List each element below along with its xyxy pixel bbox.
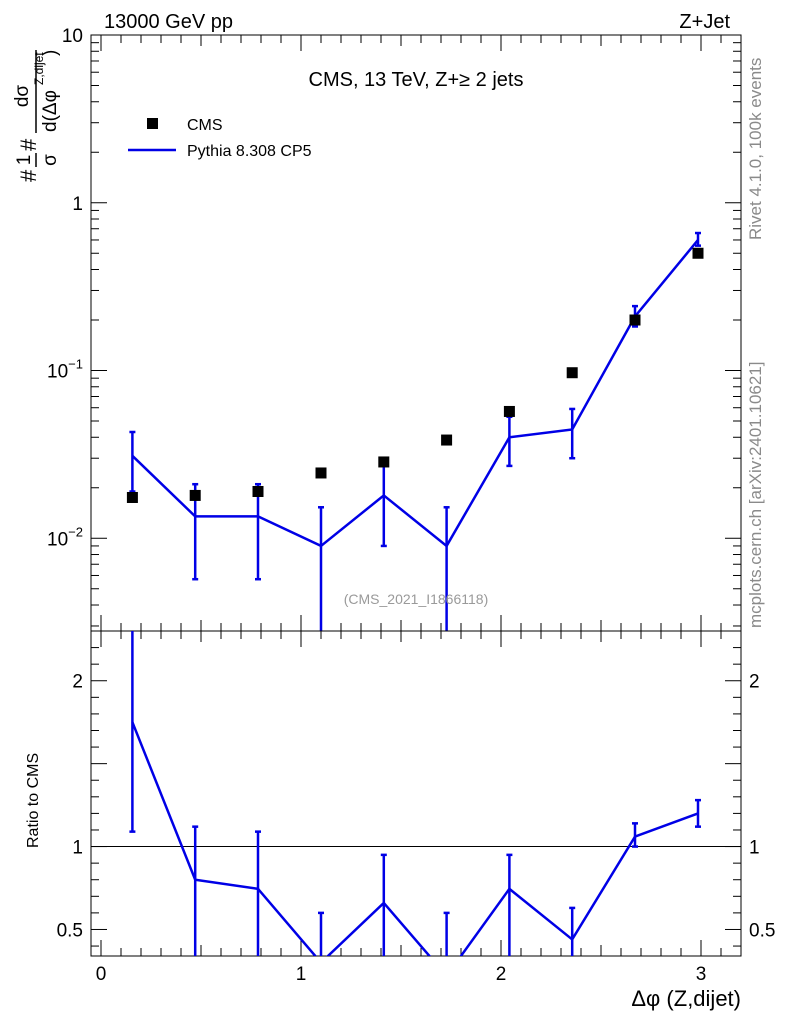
data-point [315,467,327,479]
x-tick-label: 2 [496,964,507,985]
y-tick-label: 10−2 [47,524,83,550]
ylabel-denominator: d(Δφ [40,90,61,132]
data-point [503,405,515,417]
data-point [629,314,641,326]
ratio-panel-axes: 2 2 1 1 0.5 0.5 0 1 2 3 [57,631,775,985]
ratio-y-tick-label-right: 0.5 [749,920,775,941]
data-point [252,485,264,497]
ylabel-one: 1 [14,155,35,166]
chart-title: CMS, 13 TeV, Z+≥ 2 jets [309,69,524,91]
main-panel-marks [126,231,704,631]
data-point [566,367,578,379]
data-point [126,491,138,503]
ylabel-hash2: # [16,138,41,151]
x-axis-label: Δφ (Z,dijet) [631,986,741,1011]
x-tick-label: 0 [96,964,107,985]
ylabel-numerator: dσ [12,85,33,108]
header-right-label: Z+Jet [679,11,730,33]
data-point [692,247,704,259]
side-label-bottom: mcplots.cern.ch [arXiv:2401.10621] [746,362,765,628]
ylabel-hash1: # [16,169,41,182]
analysis-watermark: (CMS_2021_I1866118) [344,591,489,607]
ratio-y-tick-label-left: 2 [72,672,83,693]
main-y-axis-label: # 1 σ # dσ d(Δφ Z,dijet ) [12,50,61,182]
data-point [441,434,453,446]
ratio-y-axis-label: Ratio to CMS [25,753,42,848]
main-panel-axes: 10 1 10−1 10−2 [47,26,742,631]
side-label-top: Rivet 4.1.0, 100k events [746,58,765,240]
legend-data-marker [147,118,158,129]
header-left-label: 13000 GeV pp [104,11,233,33]
data-point [378,456,390,468]
ratio-line [131,721,699,956]
legend-data-label: CMS [187,117,223,134]
ratio-panel-marks [129,631,701,956]
x-tick-label: 1 [296,964,307,985]
data-point [189,489,201,501]
ylabel-superscript: Z,dijet [32,52,46,85]
y-tick-label: 10 [62,26,83,47]
y-tick-label: 1 [72,194,83,215]
x-tick-label: 3 [696,964,707,985]
ratio-panel-frame [90,630,742,957]
ratio-y-tick-label-left: 0.5 [57,920,83,941]
y-tick-label: 10−1 [47,357,83,383]
mc-line [131,239,699,548]
ratio-y-tick-label-right: 1 [749,838,760,859]
ylabel-sigma: σ [40,154,61,166]
ratio-y-tick-label-right: 2 [749,672,760,693]
ylabel-close-paren: ) [40,50,61,56]
legend-mc-label: Pythia 8.308 CP5 [187,143,312,160]
ratio-y-tick-label-left: 1 [72,838,83,859]
